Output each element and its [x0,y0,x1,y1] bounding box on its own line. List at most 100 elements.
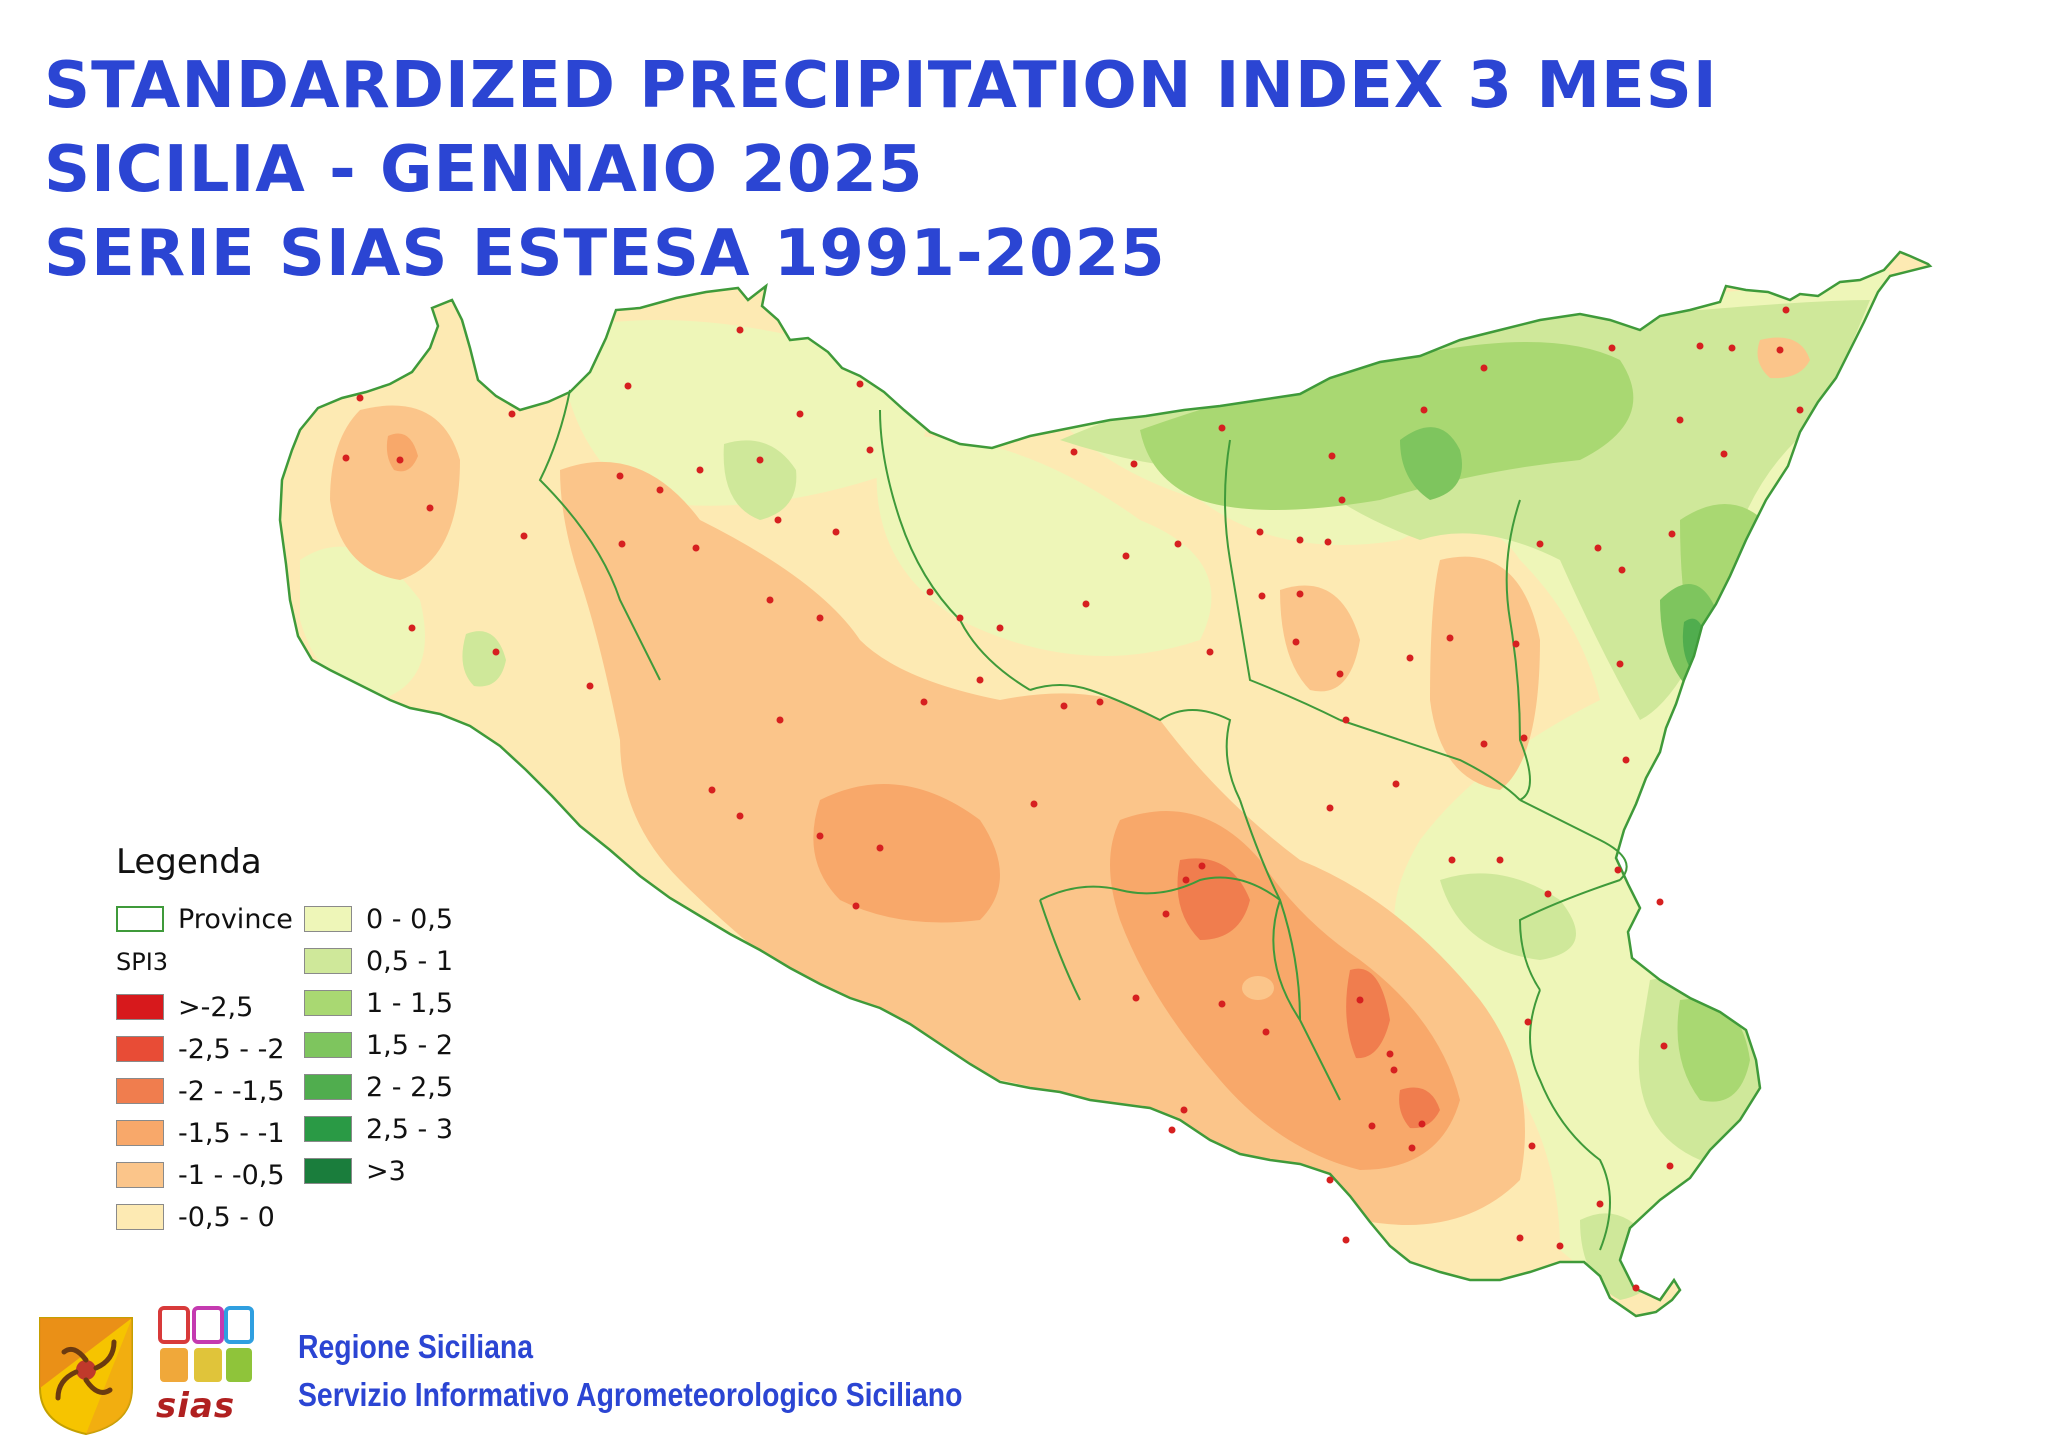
station-dot [520,532,528,540]
station-dot [1608,344,1616,352]
station-dot [408,624,416,632]
station-dot [1632,1284,1640,1292]
station-dot [866,446,874,454]
station-dot [426,504,434,512]
station-dot [1406,654,1414,662]
sias-tiles-icon [158,1306,254,1382]
station-dot [1342,716,1350,724]
legend-class-label: -1,5 - -1 [178,1117,285,1149]
legend-class-item: 1,5 - 2 [304,1024,453,1066]
spi-zone [386,433,418,472]
station-dot [736,326,744,334]
spi-zone [1346,968,1390,1059]
station-dot [342,454,350,462]
legend-class-label: -0,5 - 0 [178,1201,275,1233]
legend-class-label: 2,5 - 3 [366,1113,454,1145]
station-dot [1666,1162,1674,1170]
station-dot [1720,450,1728,458]
station-dot [1386,1050,1394,1058]
spi-zone [1580,1213,1656,1300]
station-dot [1122,552,1130,560]
station-dot [1060,702,1068,710]
legend-title: Legenda [116,842,262,882]
station-dot [1342,1236,1350,1244]
station-dot [1262,1028,1270,1036]
station-dot [1782,306,1790,314]
station-dot [1336,670,1344,678]
station-dot [1660,1042,1668,1050]
station-dot [508,410,516,418]
station-dot [996,624,1004,632]
spi-zone [462,631,506,687]
legend-class-label: -2,5 - -2 [178,1033,285,1065]
station-dot [1796,406,1804,414]
station-dot [920,698,928,706]
station-dot [1338,496,1346,504]
legend-class-item: -1,5 - -1 [116,1112,285,1154]
legend-swatch [116,1078,164,1104]
footer: Regione Siciliana Servizio Informativo A… [298,1323,1071,1419]
legend-swatch [116,1036,164,1062]
station-dot [1326,804,1334,812]
legend-province-label: Province [178,903,293,935]
legend-class-item: -1 - -0,5 [116,1154,285,1196]
station-dot [736,812,744,820]
spi-zone [1399,1087,1440,1129]
station-dot [776,716,784,724]
legend-class-item: -2 - -1,5 [116,1070,285,1112]
province-border [538,389,661,681]
spi-zone [1430,556,1540,790]
station-dot [756,456,764,464]
station-dot [1258,592,1266,600]
station-dot [1536,540,1544,548]
station-dot [1496,856,1504,864]
spi-zone [1140,342,1634,510]
spi-zones [300,270,1890,1300]
station-dot [1132,994,1140,1002]
station-dot [1390,1066,1398,1074]
legend-class-item: 0,5 - 1 [304,940,453,982]
map-title: STANDARDIZED PRECIPITATION INDEX 3 MESI [44,49,1718,123]
legend-swatch [116,994,164,1020]
station-dot [1480,740,1488,748]
spi-zone [1400,427,1462,500]
legend-swatch [304,1116,352,1142]
province-swatch [116,906,164,932]
legend-class-item: >-2,5 [116,986,253,1028]
station-dot [1082,600,1090,608]
province-border [1518,879,1621,991]
station-dot [1596,1200,1604,1208]
legend-class-label: 0 - 0,5 [366,903,454,935]
footer-region: Regione Siciliana [298,1328,533,1365]
legend-swatch [304,990,352,1016]
station-dot [1618,566,1626,574]
station-dot [1616,660,1624,668]
legend-class-item: -2,5 - -2 [116,1028,285,1070]
province-border [1339,719,1521,801]
station-dot [692,544,700,552]
station-dot [1326,1176,1334,1184]
station-dot [976,676,984,684]
station-dot [1622,756,1630,764]
station-dot [624,382,632,390]
spi-zone [1280,585,1360,692]
spi-zone [560,320,926,506]
spi-zone [300,546,425,700]
legend-class-item: 0 - 0,5 [304,898,453,940]
station-dot [586,682,594,690]
station-dot [1614,866,1622,874]
station-dot [396,456,404,464]
station-dot [856,380,864,388]
coastline [278,250,1933,1318]
spi-zone [876,436,1212,656]
station-dot [816,614,824,622]
province-border [1505,499,1531,801]
station-dot [1656,898,1664,906]
station-dot [1180,1106,1188,1114]
station-dot [1408,1144,1416,1152]
spi-zone [1757,337,1810,379]
station-dot [1696,342,1704,350]
station-dot [1368,1122,1376,1130]
station-dot [774,516,782,524]
legend-swatch [116,1120,164,1146]
